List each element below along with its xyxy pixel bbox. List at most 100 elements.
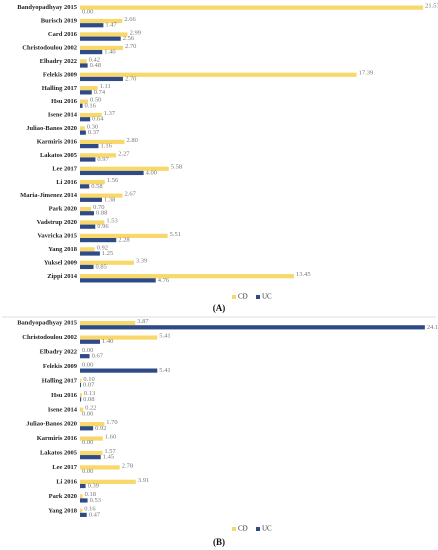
bar: [80, 193, 123, 198]
bar: [80, 220, 105, 225]
category-label: Li 2016: [56, 179, 78, 186]
value-label: 0.48: [90, 62, 101, 69]
value-label: 2.67: [124, 191, 136, 198]
value-label: 1.40: [102, 338, 113, 345]
value-label: 0.97: [97, 156, 109, 163]
value-label: 0.58: [91, 183, 102, 190]
value-label: 0.18: [85, 491, 96, 498]
bar: [80, 139, 125, 144]
value-label: 2.28: [118, 237, 129, 244]
bar: [80, 483, 86, 489]
legend-swatch: [256, 527, 260, 531]
bar: [80, 99, 88, 104]
category-label: Felekis 2009: [43, 363, 78, 370]
bar: [80, 117, 91, 122]
category-label: Karmiris 2016: [37, 138, 78, 145]
value-label: 0.07: [83, 382, 95, 389]
value-label: 1.37: [104, 110, 116, 117]
legend-label: UC: [262, 293, 272, 301]
value-label: 0.70: [93, 204, 104, 211]
bar: [80, 382, 81, 388]
value-label: 2.56: [123, 35, 135, 42]
bar: [80, 339, 100, 344]
value-label: 0.64: [92, 116, 104, 123]
category-label: Halling 2017: [42, 377, 78, 384]
bar: [80, 23, 104, 28]
bar: [80, 36, 121, 41]
bar: [80, 426, 94, 431]
bar: [80, 479, 136, 484]
bar: [80, 422, 105, 427]
panel-label: (A): [213, 303, 226, 313]
category-label: Hsu 2016: [51, 392, 78, 399]
bar: [80, 72, 357, 77]
category-label: Lakatos 2005: [40, 450, 78, 457]
bar: [80, 90, 92, 95]
bar: [80, 455, 101, 460]
category-label: Isene 2014: [48, 406, 78, 413]
value-label: 0.88: [96, 210, 107, 217]
bar: [80, 465, 120, 470]
bar: [80, 50, 103, 55]
bar: [80, 180, 105, 185]
legend-label: CD: [238, 525, 248, 533]
category-label: Yuksel 2009: [44, 259, 78, 266]
bar: [80, 278, 156, 283]
bar: [80, 274, 294, 279]
bar: [80, 247, 95, 252]
value-label: 0.53: [90, 497, 101, 504]
value-label: 1.45: [103, 454, 114, 461]
category-label: Vavricka 2015: [37, 232, 77, 239]
value-label: 0.39: [88, 483, 99, 490]
legend-swatch: [232, 295, 236, 299]
value-label: 0.96: [97, 223, 109, 230]
value-label: 0.47: [89, 511, 101, 518]
bar: [80, 251, 100, 256]
category-label: Lee 2017: [52, 464, 77, 471]
value-label: 21.57: [425, 3, 438, 10]
category-label: Park 2020: [49, 493, 77, 500]
value-label: 3.91: [138, 477, 149, 484]
category-label: Halling 2017: [42, 85, 78, 92]
value-label: 0.22: [85, 405, 96, 412]
value-label: 0.00: [82, 347, 93, 354]
bar: [80, 450, 103, 456]
value-label: 0.00: [82, 361, 93, 368]
value-label: 0.92: [97, 244, 108, 251]
value-label: 0.08: [83, 396, 94, 403]
category-label: Christodoulou 2002: [22, 44, 77, 51]
value-label: 2.66: [124, 16, 136, 23]
bar: [80, 436, 103, 441]
bar: [80, 126, 85, 131]
value-label: 0.00: [82, 8, 93, 15]
bar: [80, 224, 96, 229]
bar: [80, 166, 169, 171]
bar: [80, 335, 158, 340]
value-label: 0.30: [87, 123, 98, 130]
bar: [80, 393, 82, 398]
legend-label: UC: [262, 525, 272, 533]
value-label: 4.76: [158, 277, 170, 284]
bar: [80, 112, 102, 118]
value-label: 0.16: [84, 506, 96, 513]
value-label: 1.11: [100, 83, 111, 90]
bar: [80, 86, 98, 91]
value-label: 0.00: [82, 468, 93, 475]
category-label: Vadstrup 2020: [37, 219, 77, 226]
bar: [80, 63, 88, 68]
bar: [80, 153, 117, 158]
value-label: 0.13: [84, 390, 95, 397]
bar: [80, 238, 117, 243]
category-label: Yang 2018: [48, 507, 77, 514]
bar: [80, 130, 86, 135]
value-label: 17.39: [359, 70, 374, 77]
bar: [80, 157, 96, 162]
value-label: 1.56: [107, 177, 119, 184]
value-label: 0.10: [83, 376, 94, 383]
category-label: Juliao-Banos 2020: [26, 421, 77, 428]
bar: [80, 498, 88, 503]
value-label: 1.53: [106, 217, 117, 224]
bar: [80, 494, 83, 499]
value-label: 2.27: [118, 150, 130, 157]
bar: [80, 264, 94, 270]
